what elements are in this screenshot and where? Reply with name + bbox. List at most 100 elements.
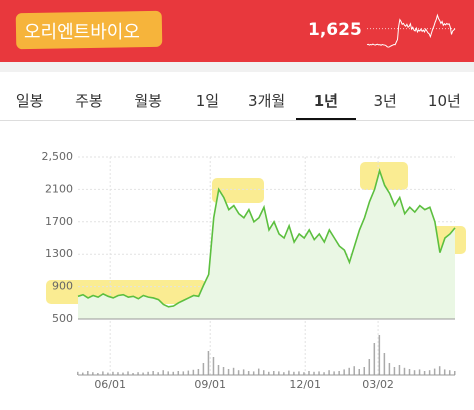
highlight — [360, 162, 408, 190]
volume-bar — [303, 372, 305, 375]
volume-bar — [268, 371, 270, 375]
y-tick-label: 2100 — [45, 182, 73, 195]
volume-bar — [177, 371, 180, 375]
y-tick-label: 900 — [52, 280, 73, 293]
period-tab[interactable]: 1일 — [195, 92, 220, 110]
volume-bar — [423, 371, 426, 375]
volume-bar — [192, 369, 195, 375]
period-tab[interactable]: 3년 — [373, 92, 397, 110]
volume-bar — [413, 370, 416, 375]
volume-bar — [232, 367, 235, 375]
volume-bar — [247, 371, 250, 375]
sparkline — [366, 13, 456, 48]
separator — [0, 62, 474, 72]
volume-bar — [142, 372, 144, 375]
volume-bar — [338, 371, 340, 375]
y-tick-label: 2,500 — [42, 150, 74, 163]
volume-bar — [343, 369, 345, 375]
price-line — [77, 168, 456, 308]
volume-bar — [157, 372, 159, 375]
volume-bar — [393, 367, 396, 375]
volume-bar — [403, 367, 406, 375]
y-tick-label: 1300 — [45, 247, 73, 260]
volume-bar — [388, 363, 391, 375]
volume-bar — [358, 369, 360, 375]
volume-bar — [308, 371, 310, 375]
volume-bar — [162, 370, 164, 375]
volume-bar — [288, 370, 290, 375]
volume-bar — [273, 371, 275, 375]
volume-bar — [97, 373, 99, 375]
volume-bar — [328, 370, 330, 375]
price: 1,625 — [308, 20, 362, 40]
volume-bar — [333, 371, 335, 375]
volume-bar — [167, 371, 169, 375]
x-tick-label: 12/01 — [289, 378, 321, 391]
volume-bar — [187, 370, 190, 375]
volume-bar — [102, 371, 104, 375]
stock-name: 오리엔트바이오 — [24, 22, 140, 43]
period-tab[interactable]: 월봉 — [134, 92, 162, 110]
volume-bar — [318, 371, 320, 375]
volume-bar — [92, 372, 94, 375]
volume-bar — [207, 351, 210, 375]
volume-bar — [147, 371, 149, 375]
volume-bar — [257, 368, 260, 375]
volume-bar — [227, 369, 230, 375]
y-tick-label: 500 — [52, 312, 73, 325]
volume-bar — [443, 369, 446, 375]
period-tabs: 일봉 주봉 월봉 1일 3개월 1년 3년 10년 — [0, 82, 474, 121]
volume-bar — [373, 343, 376, 375]
x-tick-label: 09/01 — [194, 378, 226, 391]
volume-bar — [262, 370, 265, 375]
volume-bar — [368, 359, 371, 375]
volume-bar — [202, 363, 205, 375]
period-tab[interactable]: 10년 — [427, 92, 461, 110]
volume-bar — [448, 370, 451, 375]
volume-bar — [182, 371, 185, 375]
volume-bar — [363, 367, 366, 375]
volume-bar — [87, 371, 89, 375]
y-tick-label: 1700 — [45, 215, 73, 228]
volume-bar — [107, 372, 109, 375]
highlight — [212, 178, 264, 203]
volume-bar — [112, 371, 114, 375]
area — [78, 170, 455, 319]
volume-bar — [323, 372, 325, 375]
volume-bar — [408, 369, 411, 375]
volume-bar — [252, 371, 255, 375]
volume-bar — [172, 371, 175, 375]
volume-bar — [438, 366, 441, 375]
period-tab[interactable]: 1년 — [296, 82, 356, 120]
volume-bar — [237, 370, 240, 375]
period-tab[interactable]: 3개월 — [248, 92, 286, 110]
volume-bar — [398, 365, 401, 375]
volume-bar — [298, 371, 300, 375]
volume-bar — [353, 366, 355, 375]
header: 오리엔트바이오 1,625 — [0, 0, 474, 62]
period-tab[interactable]: 일봉 — [15, 92, 44, 110]
volume-bar — [433, 368, 436, 375]
x-tick-label: 06/01 — [94, 378, 126, 391]
volume-bar — [378, 335, 381, 375]
volume-bar — [313, 371, 315, 375]
volume-bar — [137, 372, 139, 375]
volume-bar — [212, 357, 215, 375]
sparkline-line — [366, 13, 456, 48]
chart: 500 900 1300 1700 2100 2,500 06/01 09/01 12/01 03… — [42, 150, 466, 391]
volume-bar — [197, 369, 200, 375]
volume-bar — [122, 372, 124, 375]
volume-bar — [217, 365, 220, 375]
volume-bar — [278, 371, 280, 375]
volume-bar — [77, 371, 79, 375]
volume-bar — [283, 372, 285, 375]
volume-bar — [242, 369, 245, 375]
volume-bar — [293, 371, 295, 375]
volume-bar — [222, 367, 225, 375]
period-tab[interactable]: 주봉 — [75, 92, 103, 110]
volume-bar — [418, 369, 421, 375]
volume-bar — [152, 371, 154, 375]
volume-bar — [127, 371, 129, 375]
volume-bar — [117, 372, 119, 375]
